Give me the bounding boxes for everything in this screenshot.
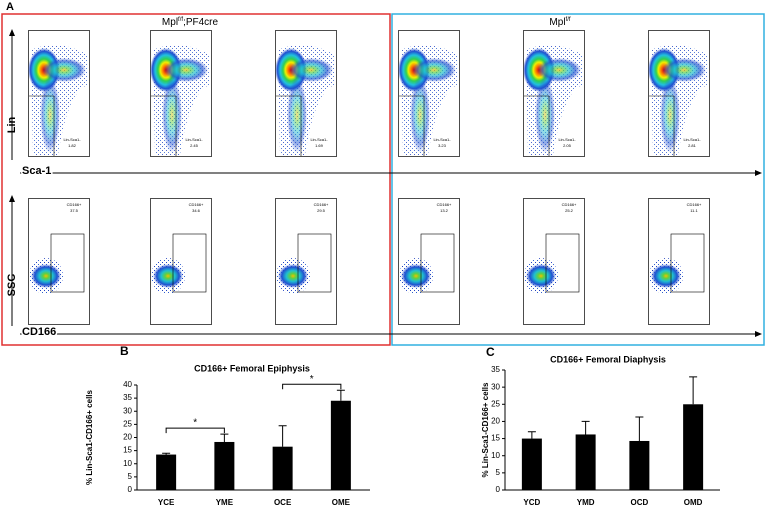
y-tick-label: 40	[123, 380, 132, 389]
y-axis-label: % Lin-Sca1-CD166+ cells	[481, 382, 490, 477]
panel-label: C	[486, 345, 495, 359]
gate-value: 2.05	[563, 143, 572, 148]
arrow-head	[9, 195, 15, 202]
gate-label: CD166+	[687, 202, 702, 207]
gate-value: 13.2	[440, 208, 449, 213]
flow-plot	[28, 198, 90, 325]
gate-label: Lin-Sca1-	[558, 137, 576, 142]
gate-label: CD166+	[562, 202, 577, 207]
x-tick-label: OCE	[274, 498, 292, 507]
gate-label: Lin-Sca1-	[683, 137, 701, 142]
y-axis-label: % Lin-Sca1-CD166+ cells	[85, 389, 94, 484]
chart-title: CD166+ Femoral Diaphysis	[550, 354, 666, 364]
x-tick-label: YMD	[577, 498, 595, 507]
group-title: Mplf/f;PF4cre	[162, 17, 219, 28]
x-tick-label: OME	[332, 498, 351, 507]
gate-value: 34.6	[192, 208, 201, 213]
group-title: Mplf/f	[549, 17, 570, 28]
bar	[330, 400, 351, 490]
error-bar	[336, 389, 345, 401]
gate-value: 3.23	[438, 143, 447, 148]
bar	[521, 438, 542, 490]
y-tick-label: 35	[123, 393, 132, 402]
y-tick-label: 5	[128, 472, 133, 481]
gate-label: CD166+	[314, 202, 329, 207]
gate-label: Lin-Sca1-	[63, 137, 81, 142]
y-tick-label: 25	[491, 399, 500, 408]
bar	[575, 434, 596, 490]
bar	[214, 441, 235, 490]
y-tick-label: 20	[123, 433, 132, 442]
y-tick-label: 0	[128, 485, 133, 494]
y-tick-label: 15	[491, 434, 500, 443]
bar	[156, 454, 177, 490]
y-tick-label: 25	[123, 419, 132, 428]
x-tick-label: OMD	[684, 498, 703, 507]
y-tick-label: 30	[491, 382, 500, 391]
x-tick-label: YCE	[158, 498, 175, 507]
arrow-head	[755, 331, 762, 337]
flow-plot	[648, 198, 710, 325]
gate-label: Lin-Sca1-	[433, 137, 451, 142]
flow-plot	[275, 198, 337, 325]
gate-value: 29.5	[317, 208, 326, 213]
flow-plot	[523, 198, 585, 325]
gate-value: 2.81	[688, 143, 697, 148]
group-box	[1, 13, 391, 346]
gate-label: CD166+	[189, 202, 204, 207]
y-tick-label: 35	[491, 365, 500, 374]
gate-label: CD166+	[437, 202, 452, 207]
flow-plot	[398, 198, 460, 325]
y-tick-label: 30	[123, 406, 132, 415]
significance-bracket	[282, 383, 342, 390]
bar-charts: B CD166+ Femoral Epiphysis % Lin-Sca1-CD16…	[85, 344, 720, 507]
significance-label: *	[310, 374, 314, 385]
significance-bracket	[165, 427, 225, 434]
error-bar	[635, 416, 644, 441]
chart-title: CD166+ Femoral Epiphysis	[194, 363, 310, 373]
gate-label: Lin-Sca1-	[310, 137, 328, 142]
bar	[629, 440, 650, 490]
error-bar	[581, 420, 590, 435]
error-bar	[527, 431, 536, 439]
gate-value: 2.45	[190, 143, 199, 148]
gate-label: CD166+	[67, 202, 82, 207]
error-bar	[278, 425, 287, 447]
x-tick-label: YCD	[523, 498, 540, 507]
axis-label: Sca-1	[22, 165, 51, 177]
axis-label: SSC	[6, 274, 18, 297]
gate-label: Lin-Sca1-	[185, 137, 203, 142]
bar	[683, 404, 704, 490]
y-tick-label: 5	[496, 468, 501, 477]
flow-plot	[150, 198, 212, 325]
group-box	[391, 13, 765, 346]
y-tick-label: 0	[496, 485, 501, 494]
error-bar	[220, 433, 229, 442]
y-tick-label: 10	[491, 451, 500, 460]
bar	[272, 446, 293, 490]
error-bar	[162, 452, 171, 455]
gate-value: 37.5	[70, 208, 79, 213]
axis-label: Lin	[6, 116, 18, 133]
x-tick-label: YME	[216, 498, 234, 507]
y-tick-label: 15	[123, 446, 132, 455]
axis-label: CD166	[22, 326, 56, 338]
flow-plots: Lin-Sca1-1.82Lin-Sca1-2.45Lin-Sca1-1.69L…	[28, 30, 710, 325]
gate-value: 25.2	[565, 208, 574, 213]
panel-label: B	[120, 344, 129, 358]
gate-value: 1.69	[315, 143, 324, 148]
significance-label: *	[193, 418, 197, 429]
gate-value: 1.82	[68, 143, 77, 148]
gate-value: 11.1	[690, 208, 698, 213]
x-tick-label: OCD	[630, 498, 648, 507]
panel-label: A	[6, 1, 14, 13]
y-tick-label: 10	[123, 459, 132, 468]
arrow-head	[9, 29, 15, 36]
arrow-head	[755, 170, 762, 176]
error-bar	[689, 376, 698, 405]
y-tick-label: 20	[491, 417, 500, 426]
